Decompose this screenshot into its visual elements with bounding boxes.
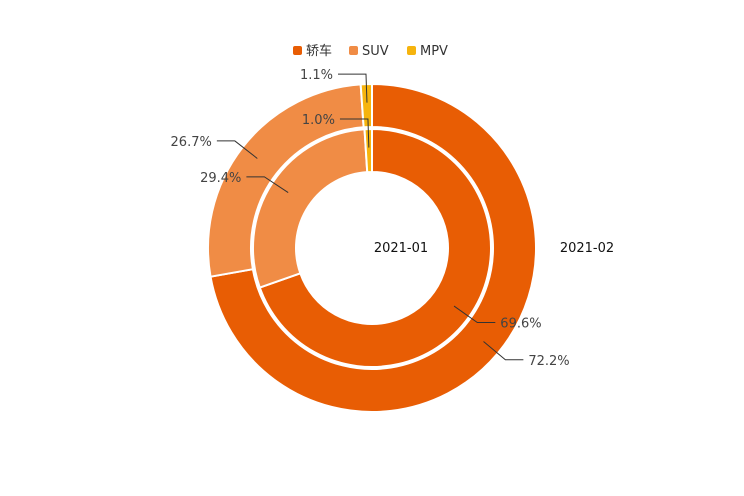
label-leader-line <box>453 305 496 324</box>
legend-swatch <box>293 46 302 55</box>
legend-swatch <box>349 46 358 55</box>
legend-label: SUV <box>362 44 389 59</box>
donut-rings <box>207 82 537 413</box>
label-leader-line <box>246 176 289 193</box>
inner-ring-series-label: 2021-01 <box>374 241 428 256</box>
label-leader-line <box>339 118 370 148</box>
legend-label: MPV <box>420 44 448 59</box>
legend-item[interactable]: SUV <box>349 44 389 59</box>
outer-ring-series-label: 2021-02 <box>560 241 614 256</box>
slice-labels: 69.6% 29.4% 1.0% 72.2% 26.7% 1.1% <box>171 68 570 369</box>
label-leader-line <box>337 73 368 103</box>
legend-swatch <box>407 46 416 55</box>
slice-percent-label: 69.6% <box>500 317 541 332</box>
slice-percent-label: 26.7% <box>171 135 212 150</box>
legend-item[interactable]: 轿车 <box>293 43 332 59</box>
legend-label: 轿车 <box>306 43 332 59</box>
slice-percent-label: 29.4% <box>200 171 241 186</box>
inner-ring-slice[interactable] <box>252 128 369 289</box>
slice-percent-label: 1.1% <box>300 68 333 83</box>
legend-item[interactable]: MPV <box>407 44 448 59</box>
inner-ring-slice[interactable] <box>363 127 373 174</box>
label-leader-line <box>216 140 258 159</box>
outer-ring-slice[interactable] <box>209 83 537 413</box>
outer-ring-slice[interactable] <box>359 82 373 129</box>
label-leader-line <box>483 341 524 361</box>
slice-percent-label: 1.0% <box>302 113 335 128</box>
slice-percent-label: 72.2% <box>528 354 569 369</box>
inner-ring-slice[interactable] <box>258 128 492 368</box>
label-leader-lines <box>216 73 524 361</box>
chart-legend: 轿车 SUV MPV <box>293 43 448 59</box>
